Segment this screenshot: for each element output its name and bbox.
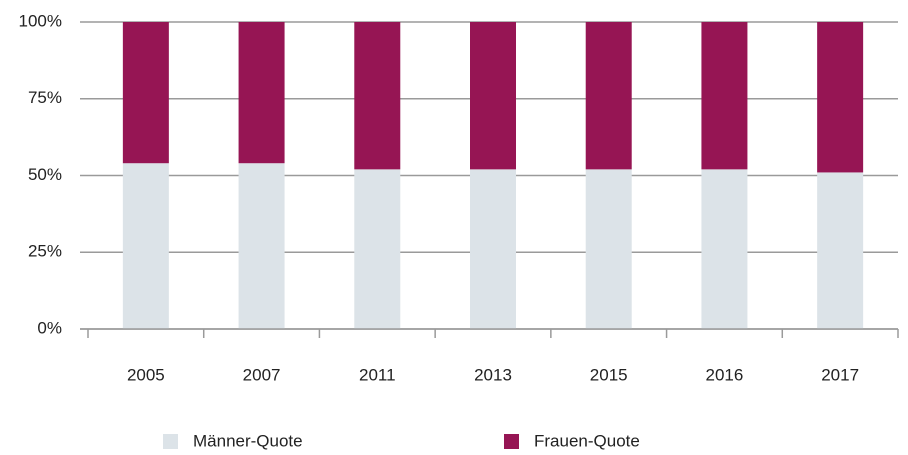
y-tick-label: 75% xyxy=(28,88,62,107)
x-tick-label: 2011 xyxy=(359,365,396,384)
bar-segment xyxy=(122,163,169,329)
x-tick-label: 2007 xyxy=(243,365,281,384)
bar-segment xyxy=(585,169,632,329)
legend-label: Männer-Quote xyxy=(193,431,303,450)
bar-segment xyxy=(354,169,401,329)
legend-swatch xyxy=(504,434,519,449)
bar-segment xyxy=(585,22,632,170)
y-tick-label: 25% xyxy=(28,242,62,261)
bar-segment xyxy=(238,22,285,164)
bar-segment xyxy=(817,172,864,329)
bar-segment xyxy=(701,169,748,329)
bar-segment xyxy=(470,169,516,329)
x-tick-label: 2013 xyxy=(474,365,512,384)
x-tick-label: 2005 xyxy=(127,365,165,384)
x-tick-label: 2016 xyxy=(706,365,744,384)
bar-segment xyxy=(817,22,864,173)
bar-segment xyxy=(238,163,285,329)
y-tick-label: 100% xyxy=(19,11,62,30)
x-tick-label: 2015 xyxy=(590,365,628,384)
y-tick-label: 0% xyxy=(37,318,62,337)
legend-swatch xyxy=(163,434,178,449)
legend-label: Frauen-Quote xyxy=(534,431,640,450)
bar-segment xyxy=(701,22,748,170)
bar-segment xyxy=(354,22,401,170)
bar-segment xyxy=(470,22,516,170)
y-tick-label: 50% xyxy=(28,165,62,184)
bar-segment xyxy=(122,22,169,164)
x-tick-label: 2017 xyxy=(821,365,859,384)
